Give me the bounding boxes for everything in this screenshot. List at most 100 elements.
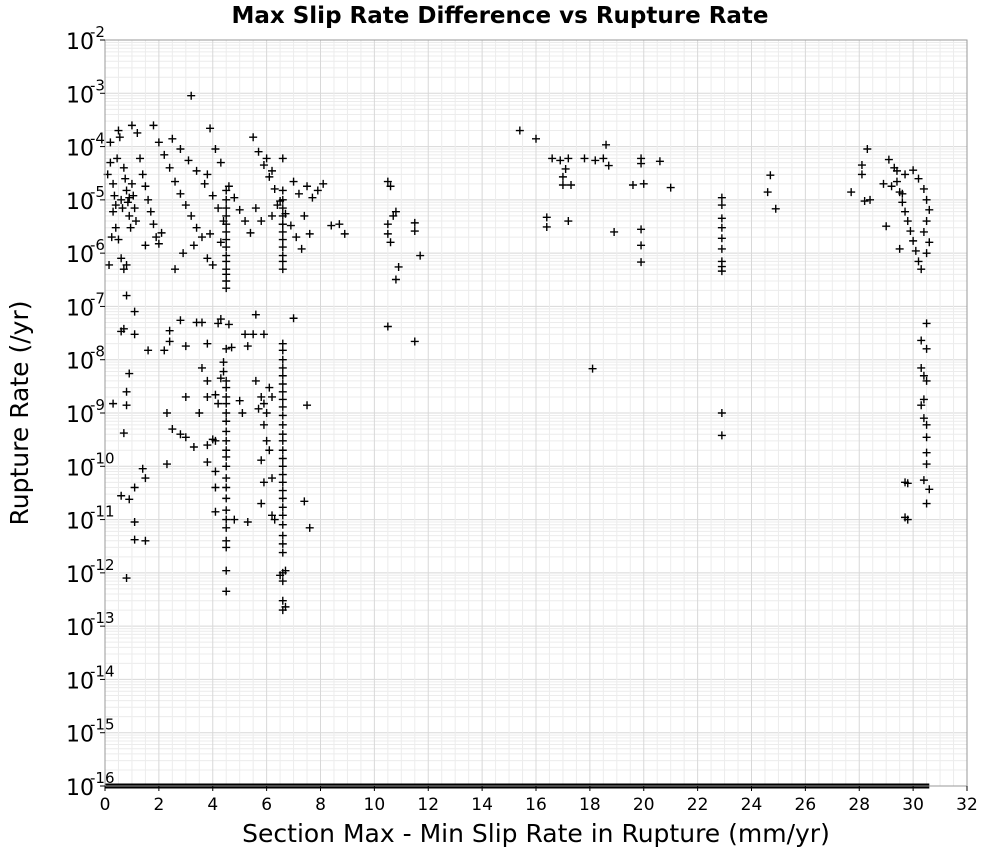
data-point [222, 452, 231, 461]
data-point [278, 220, 287, 229]
data-point [216, 158, 225, 167]
data-point [717, 244, 726, 253]
data-point [278, 265, 287, 274]
y-tick-label: 10 [66, 137, 94, 162]
data-point [919, 476, 928, 485]
data-point [152, 233, 161, 242]
data-point [278, 395, 287, 404]
data-point [410, 218, 419, 227]
data-point [564, 154, 573, 163]
data-point [144, 346, 153, 355]
data-point [122, 574, 131, 583]
data-point [254, 404, 263, 413]
data-point [278, 195, 287, 204]
data-point [278, 420, 287, 429]
data-point [105, 260, 114, 269]
data-point [222, 566, 231, 575]
data-point [125, 495, 134, 504]
data-point [286, 221, 295, 230]
data-point [259, 478, 268, 487]
data-point [909, 236, 918, 245]
data-point [130, 518, 139, 527]
data-point [262, 436, 271, 445]
data-point [111, 201, 120, 210]
y-tick-exponent: -15 [90, 716, 115, 734]
data-point [278, 577, 287, 586]
y-tick-label: 10 [66, 83, 94, 108]
data-point [162, 460, 171, 469]
data-point [241, 217, 250, 226]
data-point [717, 214, 726, 223]
data-point [203, 254, 212, 263]
data-point [305, 523, 314, 532]
data-point [197, 233, 206, 242]
y-tick-label: 10 [66, 190, 94, 215]
data-point [208, 191, 217, 200]
data-point [214, 204, 223, 213]
data-point [113, 154, 122, 163]
data-point [278, 446, 287, 455]
data-point [610, 227, 619, 236]
data-point [917, 363, 926, 372]
y-tick-exponent: -10 [90, 449, 115, 467]
data-point [278, 380, 287, 389]
data-point [265, 446, 274, 455]
data-point [176, 430, 185, 439]
y-axis-label: Rupture Rate (/yr) [5, 301, 34, 526]
data-point [119, 163, 128, 172]
data-point [637, 225, 646, 234]
data-point [222, 344, 231, 353]
data-point [305, 229, 314, 238]
data-point [591, 156, 600, 165]
x-axis-label: Section Max - Min Slip Rate in Rupture (… [242, 819, 830, 848]
data-point [133, 128, 142, 137]
y-tick-exponent: -16 [90, 769, 115, 787]
data-point [313, 186, 322, 195]
data-point [259, 330, 268, 339]
y-tick-exponent: -13 [90, 609, 115, 627]
data-point [278, 548, 287, 557]
data-point [666, 183, 675, 192]
data-point [216, 315, 225, 324]
data-point [558, 181, 567, 190]
data-point [265, 383, 274, 392]
y-tick-exponent: -3 [90, 76, 105, 94]
data-point [410, 337, 419, 346]
data-point [863, 145, 872, 154]
data-point [106, 158, 115, 167]
data-point [222, 462, 231, 471]
data-point [179, 249, 188, 258]
data-point [308, 193, 317, 202]
data-point [383, 322, 392, 331]
data-point [157, 228, 166, 237]
data-point [860, 197, 869, 206]
data-point [278, 211, 287, 220]
data-point [917, 265, 926, 274]
data-point [919, 414, 928, 423]
data-point [265, 172, 274, 181]
data-point [197, 318, 206, 327]
data-point [222, 543, 231, 552]
data-point [206, 229, 215, 238]
data-point [222, 409, 231, 417]
data-point [203, 376, 212, 385]
data-point [122, 260, 131, 269]
data-point [903, 479, 912, 488]
y-tick-label: 10 [66, 350, 94, 375]
data-point [389, 211, 398, 220]
data-point [637, 241, 646, 250]
data-point [884, 155, 893, 164]
data-point [230, 515, 239, 524]
data-point [273, 201, 282, 210]
data-point [222, 235, 231, 244]
data-point [909, 166, 918, 175]
data-point [717, 409, 726, 417]
data-point [243, 342, 252, 351]
data-point [189, 241, 198, 250]
data-point [211, 507, 220, 516]
data-point [126, 223, 135, 232]
data-point [246, 228, 255, 237]
y-tick-label: 10 [66, 723, 94, 748]
data-point [922, 420, 931, 429]
